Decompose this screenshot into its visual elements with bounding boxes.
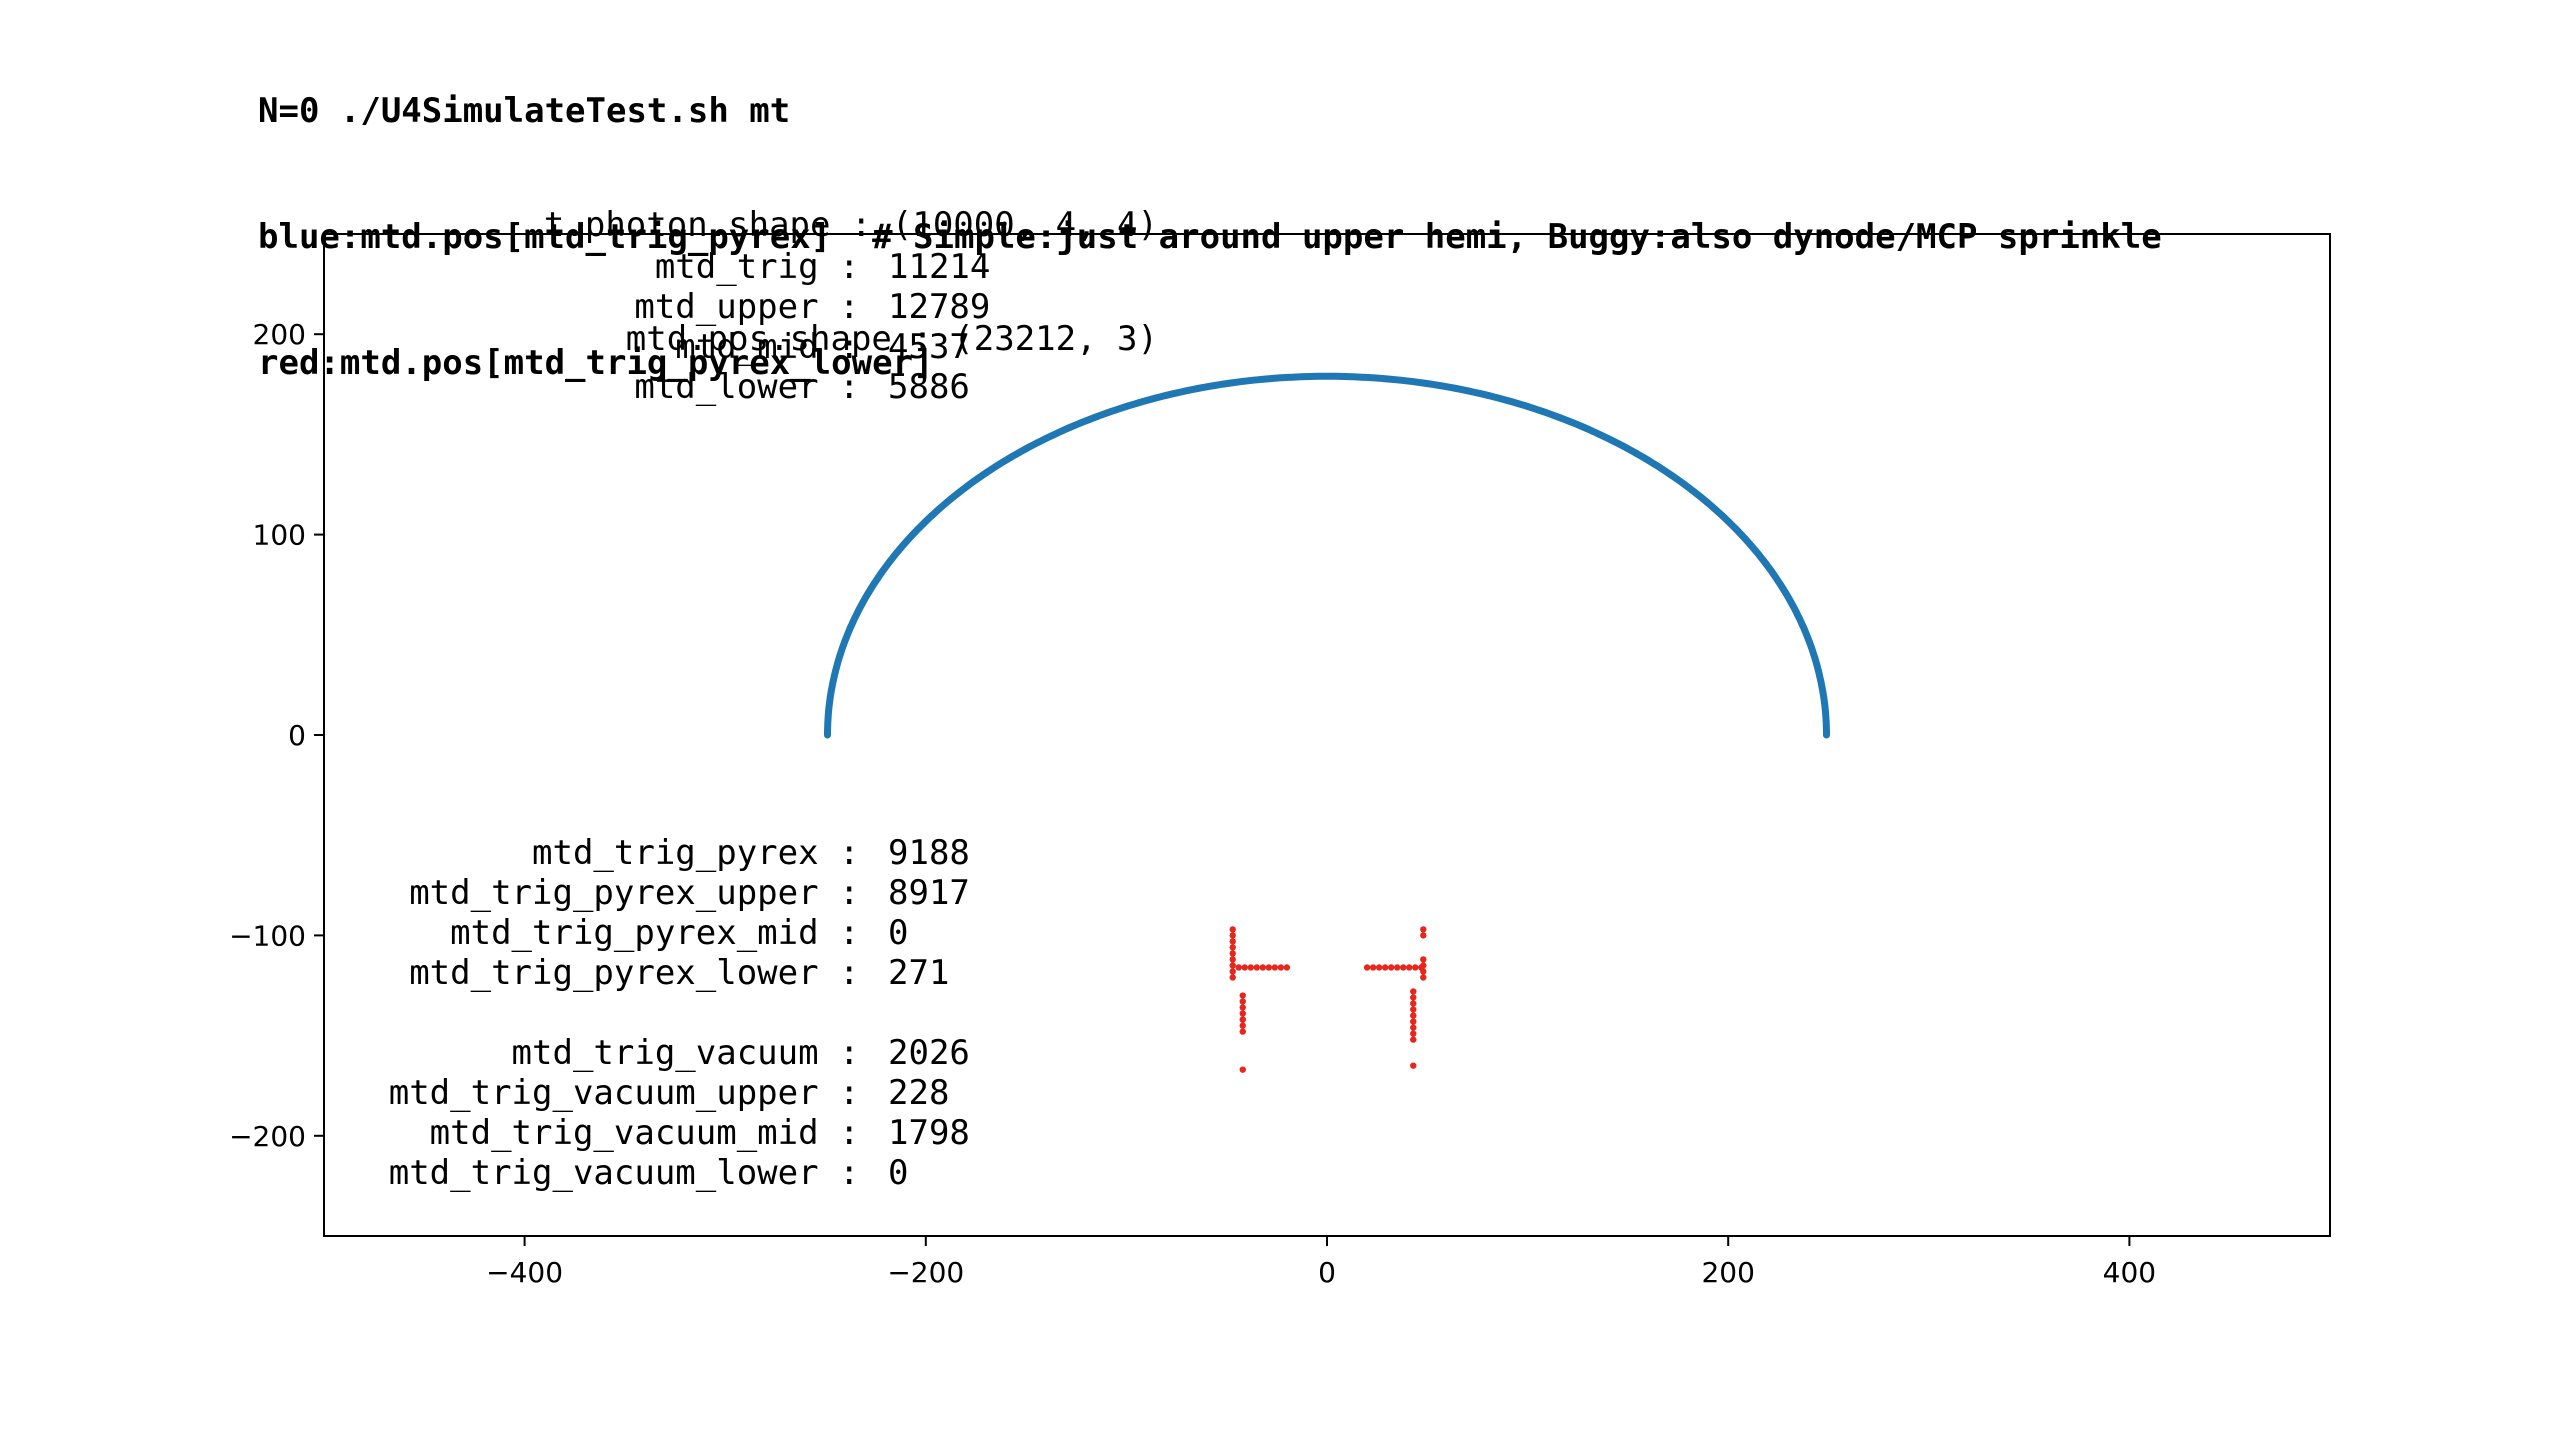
red-series-point [1394,964,1401,971]
red-series-point [1410,1062,1417,1069]
red-series-point [1410,1018,1417,1025]
x-tick-label: −200 [887,1256,964,1289]
title-line: blue:mtd.pos[mtd_trig_pyrex] # Simple:ju… [258,217,2162,257]
red-series-point [1239,998,1246,1005]
upper-stat-value: 12789 [888,287,990,327]
red-series-point [1247,964,1254,971]
lower-stat-label: mtd_trig_pyrex_upper : [409,873,880,913]
lower-stat-value: 2026 [888,1033,970,1073]
red-series-point [1239,992,1246,999]
x-tick-label: −400 [486,1256,563,1289]
red-series-point [1239,1016,1246,1023]
red-series-point [1410,1012,1417,1019]
red-series-point [1369,964,1377,971]
upper-stat-label: mtd_upper : [634,287,880,327]
y-tick-label: 100 [253,519,306,552]
upper-stat-value: 11214 [888,247,990,287]
lower-stat-label: mtd_trig_vacuum_lower : [389,1153,880,1193]
red-series-point [1400,964,1407,971]
red-series-point [1235,964,1242,971]
title-line: red:mtd.pos[mtd_trig_pyrex_lower] [258,343,934,383]
red-series-point [1412,964,1419,971]
x-tick-label: 200 [1701,1256,1754,1289]
red-series-point [1241,964,1248,971]
y-tick-label: −100 [229,919,306,952]
shape-line: t.photon.shape : (10000, 4, 4) [543,205,1158,245]
blue-series-arc [824,372,1830,739]
red-series-point [1420,974,1427,981]
lower-stat-value: 8917 [888,873,970,913]
red-series-point [1420,956,1427,963]
red-series-point [1381,964,1389,971]
red-series-point [1229,944,1236,951]
red-series-point [1410,1030,1417,1037]
red-series-point [1271,964,1279,971]
y-tick-label: 0 [288,719,306,752]
red-series-point [1239,1066,1246,1073]
x-tick-label: 0 [1318,1256,1336,1289]
red-series-point [1410,1036,1417,1043]
red-series-point [1239,1004,1246,1011]
lower-stat-value: 0 [888,913,908,953]
red-series-point [1410,1024,1417,1031]
red-series-point [1239,1022,1246,1029]
upper-stat-label: mtd_trig : [655,247,880,287]
red-series-point [1418,964,1425,971]
red-series-point [1229,956,1236,963]
x-tick-label: 400 [2103,1256,2156,1289]
upper-stat-label: mtd_lower : [634,367,880,407]
y-tick-label: 200 [253,318,306,351]
lower-stat-label: mtd_trig_pyrex_lower : [409,953,880,993]
red-series-point [1229,950,1236,957]
lower-stat-value: 1798 [888,1113,970,1153]
red-series-point [1420,926,1427,933]
y-tick-label: −200 [229,1120,306,1153]
lower-stat-label: mtd_trig_vacuum : [512,1033,880,1073]
red-series-point [1229,926,1236,933]
upper-stat-label: mtd_mid : [675,327,880,367]
red-series-point [1410,1000,1417,1007]
red-series-point [1277,964,1285,971]
shape-info: t.photon.shape : (10000, 4, 4) mtd.pos.s… [258,130,1158,396]
lower-stat-label: mtd_trig_vacuum_mid : [430,1113,880,1153]
lower-stat-value: 9188 [888,833,970,873]
red-series-point [1229,932,1236,939]
red-series-point [1410,988,1417,995]
lower-stat-label: mtd_trig_vacuum_upper : [389,1073,880,1113]
red-series-point [1363,964,1371,971]
red-series-point [1283,964,1291,971]
red-series-point [1239,1028,1246,1035]
shape-line: mtd.pos.shape : (23212, 3) [625,319,1158,359]
figure-title: N=0 ./U4SimulateTest.sh mt blue:mtd.pos[… [258,6,2162,426]
upper-stat-value: 5886 [888,367,970,407]
red-series-point [1420,932,1427,939]
red-series-point [1229,974,1236,981]
lower-stat-value: 228 [888,1073,949,1113]
red-series-point [1410,1006,1417,1013]
lower-stat-label: mtd_trig_pyrex_mid : [450,913,880,953]
red-series-point [1406,964,1413,971]
red-series-point [1229,938,1236,945]
lower-stat-value: 271 [888,953,949,993]
upper-stat-value: 4537 [888,327,970,367]
red-series-point [1229,968,1236,975]
title-line: N=0 ./U4SimulateTest.sh mt [258,91,791,131]
red-series-point [1239,1010,1246,1017]
red-series-point [1253,964,1260,971]
red-series-point [1410,994,1417,1001]
red-series-point [1259,964,1267,971]
red-series-point [1375,964,1383,971]
lower-stat-label: mtd_trig_pyrex : [532,833,880,873]
red-series-point [1265,964,1273,971]
lower-stat-value: 0 [888,1153,908,1193]
red-series-point [1387,964,1395,971]
red-series-point [1229,962,1236,969]
